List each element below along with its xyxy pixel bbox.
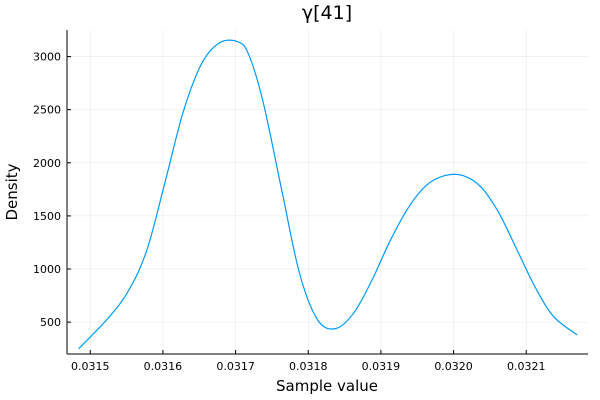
series bbox=[78, 39, 578, 350]
y-tick-label: 2000 bbox=[33, 157, 61, 170]
ticks: 0.0315 0.0316 0.0317 0.0318 0.0319 0.0320 0.03… bbox=[33, 51, 545, 373]
x-tick-label: 0.0315 bbox=[71, 360, 110, 373]
x-tick-label: 0.0317 bbox=[216, 360, 255, 373]
density-line bbox=[78, 39, 578, 350]
chart-title: γ[41] bbox=[302, 2, 352, 24]
x-axis-title: Sample value bbox=[276, 377, 378, 395]
x-tick-label: 0.0316 bbox=[144, 360, 183, 373]
axes bbox=[66, 30, 588, 355]
y-tick-label: 500 bbox=[40, 316, 61, 329]
y-tick-label: 1500 bbox=[33, 210, 61, 223]
y-tick-label: 3000 bbox=[33, 51, 61, 64]
x-tick-label: 0.0320 bbox=[434, 360, 473, 373]
y-tick-label: 2500 bbox=[33, 104, 61, 117]
y-tick-label: 1000 bbox=[33, 263, 61, 276]
x-tick-label: 0.0318 bbox=[289, 360, 328, 373]
x-tick-label: 0.0321 bbox=[507, 360, 546, 373]
x-tick-label: 0.0319 bbox=[362, 360, 401, 373]
y-axis-title: Density bbox=[3, 163, 21, 220]
